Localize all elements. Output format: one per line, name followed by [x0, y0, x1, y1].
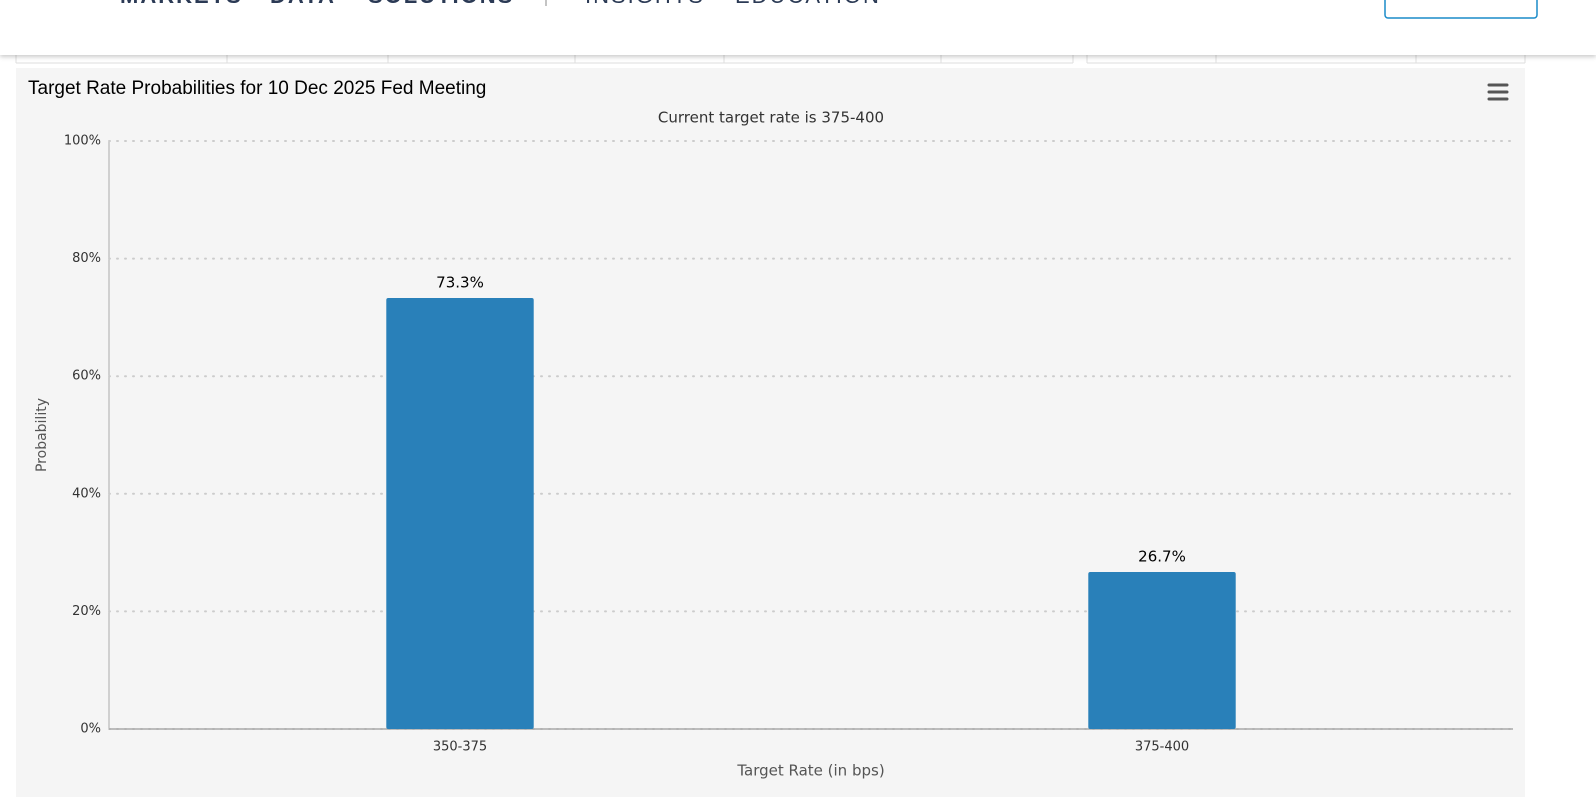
x-tick-label: 375-400	[1135, 740, 1189, 755]
nav-item[interactable]: EDUCATION	[735, 0, 881, 8]
chart-panel	[16, 68, 1525, 797]
y-tick-label: 40%	[72, 486, 101, 501]
y-tick-label: 20%	[72, 604, 101, 619]
header-button[interactable]	[1384, 0, 1538, 19]
header-bar	[0, 0, 1596, 55]
bar	[1088, 572, 1236, 729]
menu-icon[interactable]	[1487, 83, 1509, 101]
y-tick-label: 0%	[80, 722, 101, 737]
data-label: 26.7%	[1138, 548, 1186, 566]
nav-item[interactable]: INSIGHTS	[585, 0, 705, 8]
y-tick-label: 100%	[64, 134, 101, 149]
chart-subtitle: Current target rate is 375-400	[658, 109, 884, 127]
x-tick-label: 350-375	[433, 740, 487, 755]
x-axis-title: Target Rate (in bps)	[736, 762, 884, 780]
header: MARKETS DATA SOLUTIONS INSIGHTS EDUCATIO…	[0, 0, 1596, 55]
nav-item[interactable]: SOLUTIONS	[368, 0, 514, 8]
nav-item[interactable]: DATA	[270, 0, 336, 8]
y-tick-label: 60%	[72, 369, 101, 384]
y-axis-title: Probability	[34, 398, 50, 472]
data-label: 73.3%	[436, 273, 484, 291]
chart-title: Target Rate Probabilities for 10 Dec 202…	[28, 78, 486, 99]
nav-item[interactable]: MARKETS	[120, 0, 243, 8]
y-tick-label: 80%	[72, 251, 101, 266]
bar	[386, 297, 534, 729]
